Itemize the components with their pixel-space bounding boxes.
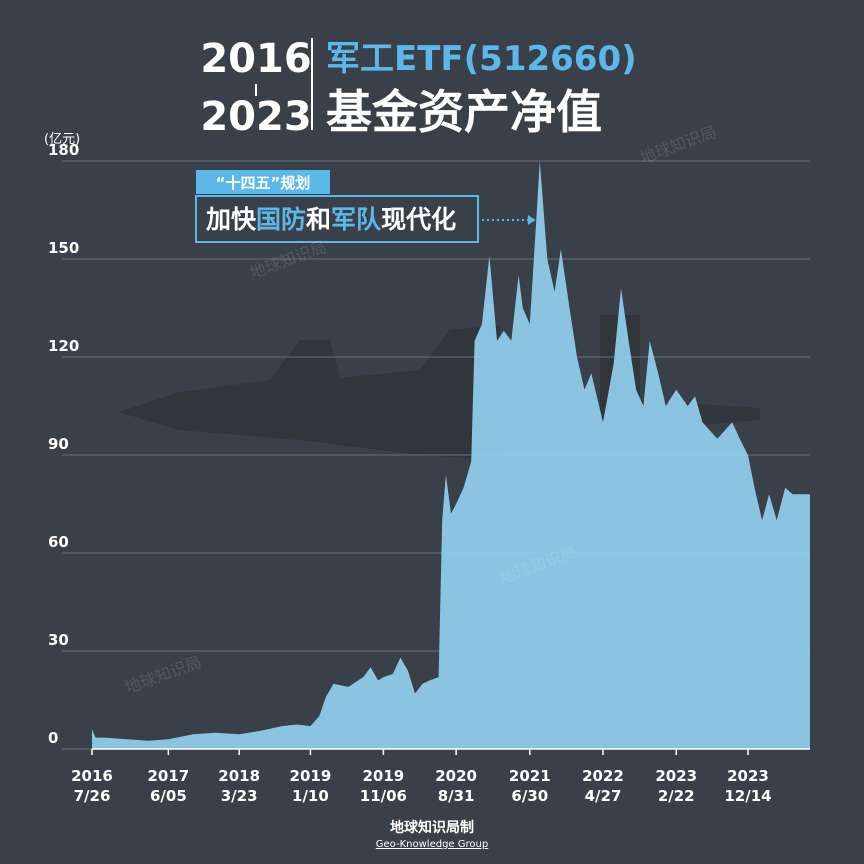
y-tick-label: 120 [48,337,79,355]
y-tick-label: 180 [48,141,79,159]
y-axis-label: (亿元) [44,132,80,147]
x-tick-date: 6/30 [511,787,548,805]
annotation-box [195,195,479,243]
y-tick-label: 60 [48,533,69,551]
title-line2: 基金资产净值 [326,85,602,139]
x-tick-year: 2017 [147,767,189,785]
x-tick-date: 11/06 [360,787,407,805]
annotation-segment: 国防 [256,205,306,234]
year-start: 2016 [200,36,311,82]
annotation-segment: 军队 [331,205,382,234]
x-tick-date: 3/23 [221,787,258,805]
year-end: 2023 [200,94,311,140]
y-tick-label: 0 [48,729,58,747]
title-line1: 军工ETF(512660) [326,39,637,79]
x-tick-year: 2023 [727,767,769,785]
x-tick-date: 7/26 [74,787,111,805]
x-tick-date: 4/27 [585,787,622,805]
annotation-segment: 加快 [205,205,257,234]
x-tick-year: 2018 [218,767,260,785]
annotation-text: 加快国防和军队现代化 [205,205,456,234]
x-tick-date: 2/22 [658,787,695,805]
y-tick-label: 90 [48,435,69,453]
y-tick-label: 30 [48,631,69,649]
x-tick-year: 2020 [435,767,477,785]
x-tick-year: 2023 [655,767,697,785]
area [92,161,810,749]
annotation-segment: 和 [306,205,331,234]
x-tick-date: 12/14 [724,787,771,805]
x-tick-year: 2016 [71,767,113,785]
footer-credit-en: Geo-Knowledge Group [376,839,488,850]
x-tick-year: 2019 [290,767,332,785]
y-tick-label: 150 [48,239,79,257]
annotation-segment: 现代化 [381,205,456,234]
x-tick-year: 2022 [582,767,624,785]
x-tick-year: 2021 [509,767,551,785]
x-tick-date: 6/05 [150,787,187,805]
x-tick-date: 1/10 [292,787,329,805]
annotation-tag-bg [196,170,330,194]
x-tick-date: 8/31 [438,787,475,805]
annotation-tag: “十四五”规划 [216,174,311,192]
annotation-arrowhead [527,215,536,225]
x-tick-year: 2019 [363,767,405,785]
footer-credit: 地球知识局制 [390,819,474,836]
